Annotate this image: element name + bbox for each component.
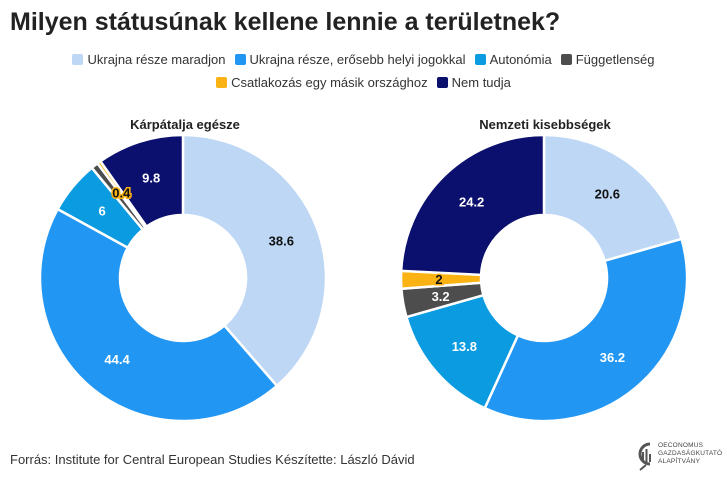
- legend-swatch: [234, 54, 246, 65]
- slice-label: 20.6: [595, 187, 620, 202]
- legend-item: Függetlenség: [560, 52, 655, 67]
- donut-chart-left: 38.6 44.4 6 0.4 9.8: [38, 133, 328, 423]
- logo-mark-icon: [638, 442, 651, 471]
- legend-label: Autonómia: [489, 52, 552, 67]
- slice-label: 13.8: [452, 339, 477, 354]
- legend-swatch: [436, 77, 448, 88]
- slice-label: 44.4: [104, 352, 130, 367]
- legend: Ukrajna része maradjon Ukrajna része, erő…: [0, 52, 727, 90]
- slice-label: 2: [435, 272, 442, 287]
- legend-item: Csatlakozás egy másik országhoz: [216, 75, 428, 90]
- legend-swatch: [72, 54, 84, 65]
- legend-label: Ukrajna része maradjon: [87, 52, 226, 67]
- logo-line-3: ALAPÍTVÁNY: [658, 458, 701, 465]
- slice-label: 38.6: [269, 234, 294, 249]
- chart-left-title: Kárpátalja egésze: [130, 117, 240, 132]
- chart-title: Milyen státusúnak kellene lennie a terül…: [10, 8, 561, 36]
- slice-label: 3.2: [432, 289, 450, 304]
- slice-label: 36.2: [600, 350, 625, 365]
- donut-slice: [399, 133, 546, 277]
- legend-item: Ukrajna része maradjon: [72, 52, 226, 67]
- donut-slice: [542, 133, 684, 263]
- slice-label: 24.2: [459, 194, 484, 209]
- legend-label: Csatlakozás egy másik országhoz: [231, 75, 428, 90]
- legend-label: Nem tudja: [451, 75, 511, 90]
- oeconomus-logo: OECONOMUS GAZDASÁGKUTATÓ ALAPÍTVÁNY: [636, 440, 724, 474]
- legend-swatch: [474, 54, 486, 65]
- donut-slice: [181, 133, 328, 388]
- legend-swatch: [560, 54, 572, 65]
- legend-item: Autonómia: [474, 52, 552, 67]
- donut-slice: [483, 237, 689, 423]
- slice-label: 9.8: [142, 170, 160, 185]
- donut-chart-right: 20.6 36.2 13.8 3.2 2 24.2: [399, 133, 689, 423]
- legend-item: Ukrajna része, erősebb helyi jogokkal: [234, 52, 466, 67]
- logo-line-1: OECONOMUS: [658, 442, 704, 449]
- legend-label: Függetlenség: [575, 52, 655, 67]
- donut-slice: [38, 207, 279, 423]
- source-note: Forrás: Institute for Central European S…: [10, 452, 415, 467]
- slice-label: 6: [98, 204, 105, 219]
- slice-label: 0.4: [112, 186, 131, 201]
- legend-swatch: [216, 77, 228, 88]
- legend-label: Ukrajna része, erősebb helyi jogokkal: [249, 52, 466, 67]
- logo-line-2: GAZDASÁGKUTATÓ: [658, 450, 723, 457]
- donut-slice: [98, 133, 185, 229]
- legend-item: Nem tudja: [436, 75, 511, 90]
- chart-right-title: Nemzeti kisebbségek: [479, 117, 611, 132]
